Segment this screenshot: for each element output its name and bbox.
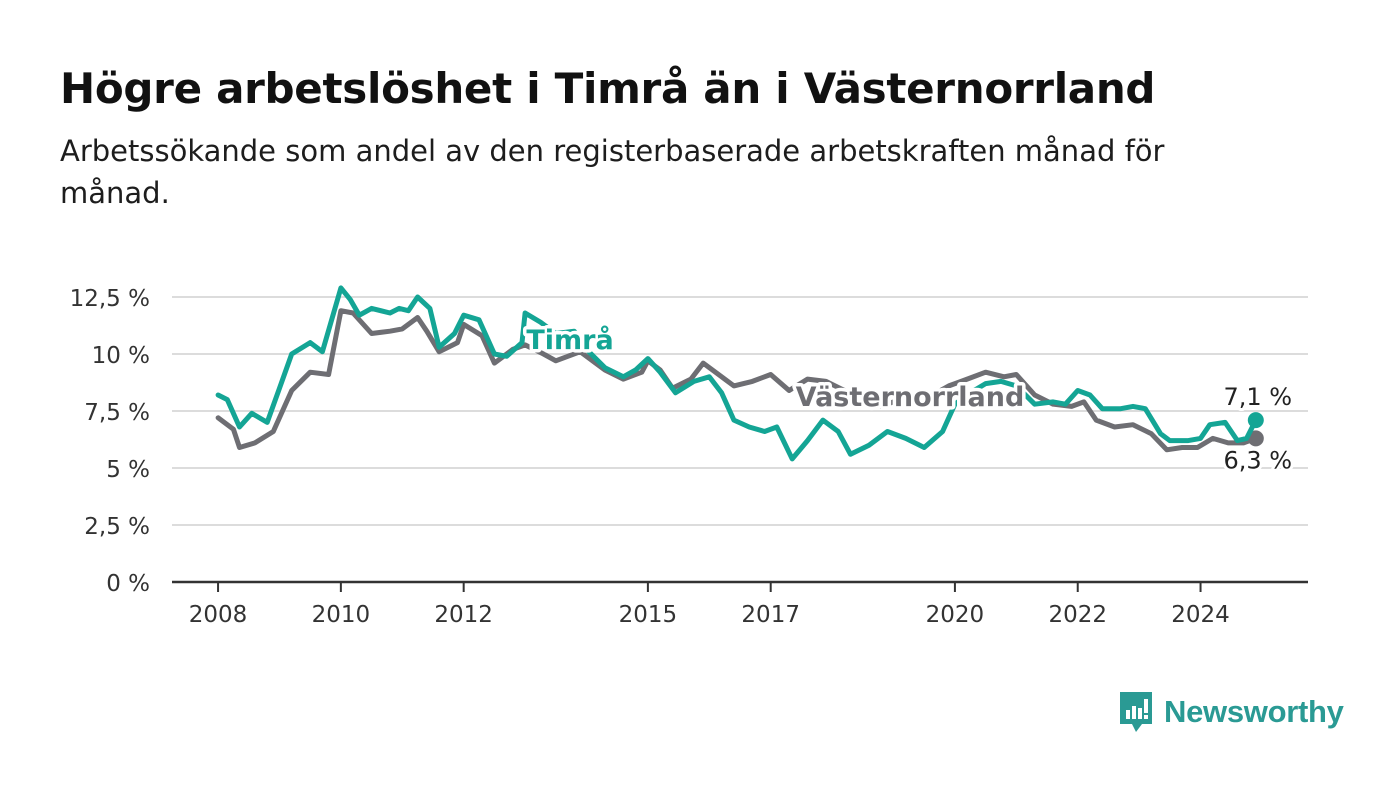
end-point-vasternorrland [1247, 430, 1264, 447]
series-line-timra [215, 285, 1259, 462]
y-tick-label: 5 % [106, 457, 150, 483]
x-tick-label: 2010 [312, 602, 371, 628]
x-tick-label: 2022 [1048, 602, 1107, 628]
chart-subtitle: Arbetssökande som andel av den registerb… [60, 134, 1165, 210]
y-tick-label: 2,5 % [84, 514, 150, 540]
grid-lines [172, 296, 1308, 526]
brand-name: Newsworthy [1164, 694, 1344, 729]
y-tick-label: 12,5 % [70, 286, 150, 312]
end-value-label: 7,1 % [1224, 383, 1293, 411]
chart-title: Högre arbetslöshet i Timrå än i Västerno… [60, 64, 1156, 113]
newsworthy-logo-icon [1120, 692, 1152, 732]
y-axis-ticks: 0 % 2,5 % 5 % 7,5 % 10 % 12,5 % [70, 286, 150, 597]
x-tick-label: 2017 [741, 602, 800, 628]
series-name-label: Västernorrland [796, 382, 1025, 413]
end-value-label: 6,3 % [1224, 446, 1293, 474]
x-tick-label: 2015 [619, 602, 678, 628]
x-axis-ticks: 2008 2010 2012 2015 2017 2020 2022 2024 [189, 582, 1230, 628]
newsworthy-logo: Newsworthy [1118, 690, 1344, 734]
series-line-vasternorrland [215, 308, 1259, 453]
x-tick-label: 2020 [926, 602, 985, 628]
series-lines [215, 285, 1264, 462]
y-tick-label: 10 % [92, 343, 150, 369]
x-tick-label: 2024 [1171, 602, 1230, 628]
y-tick-label: 0 % [106, 571, 150, 597]
x-tick-label: 2008 [189, 602, 248, 628]
end-point-timra [1247, 412, 1264, 429]
series-name-label: Timrå [526, 324, 613, 356]
series-labels: 6,3 % Västernorrland 7,1 % Timrå [523, 321, 1295, 478]
y-tick-label: 7,5 % [84, 400, 150, 426]
x-tick-label: 2012 [434, 602, 493, 628]
